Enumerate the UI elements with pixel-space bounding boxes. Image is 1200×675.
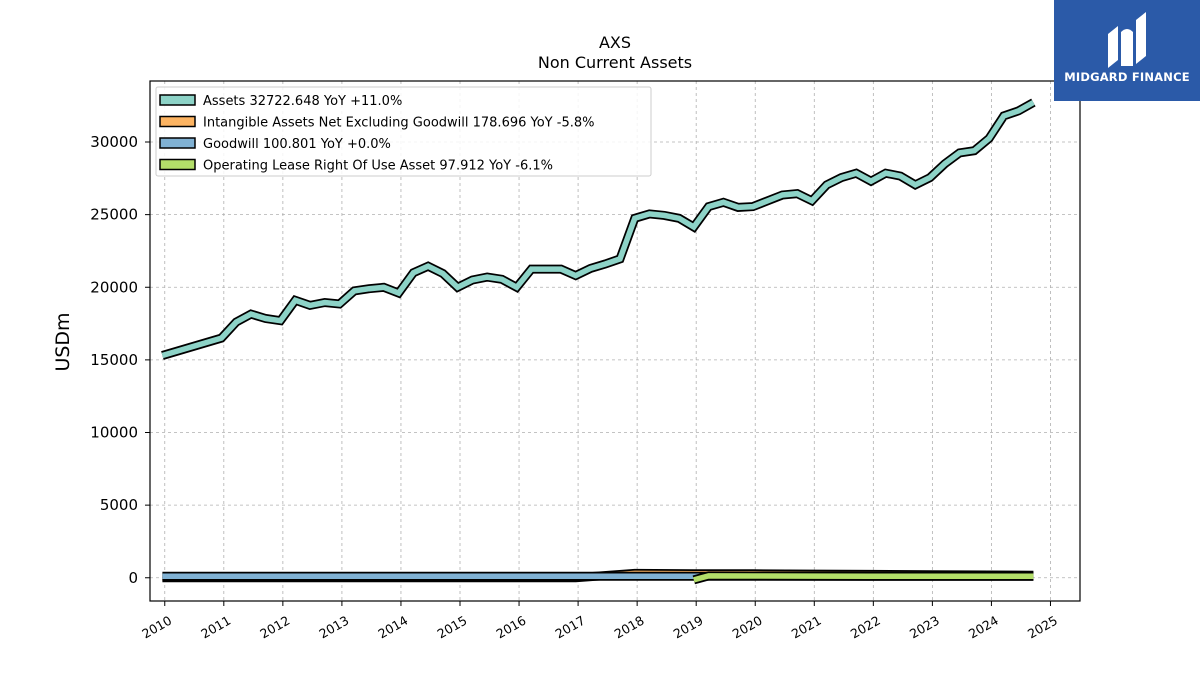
x-tick-label: 2018 [612, 613, 647, 642]
x-tick-label: 2013 [316, 613, 351, 642]
legend-entry: Assets 32722.648 YoY +11.0% [159, 94, 402, 109]
chart-subtitle: Non Current Assets [538, 53, 692, 72]
legend-label: Goodwill 100.801 YoY +0.0% [203, 137, 391, 152]
series-line [693, 573, 1034, 583]
y-tick-label: 20000 [90, 278, 138, 296]
x-tick-label: 2011 [198, 613, 233, 642]
x-tick-label: 2020 [730, 613, 765, 642]
legend-label: Assets 32722.648 YoY +11.0% [203, 94, 402, 109]
legend-swatch [159, 94, 196, 106]
y-tick-label: 0 [128, 569, 138, 587]
x-tick-label: 2010 [139, 613, 174, 642]
x-tick-label: 2025 [1025, 613, 1060, 642]
x-tick-label: 2015 [434, 613, 469, 642]
brand-logo: MIDGARD FINANCE [1054, 0, 1200, 101]
legend-box [155, 86, 652, 177]
legend-entry: Operating Lease Right Of Use Asset 97.91… [159, 158, 553, 174]
legend-swatch [159, 137, 196, 149]
x-tick-label: 2022 [848, 613, 883, 642]
x-tick-label: 2012 [257, 613, 292, 642]
x-tick-label: 2014 [375, 613, 410, 642]
series-layer [161, 98, 1036, 585]
y-tick-label: 30000 [90, 133, 138, 151]
series-0 [161, 98, 1036, 360]
brand-name: MIDGARD FINANCE [1064, 70, 1190, 84]
legend-label: Intangible Assets Net Excluding Goodwill… [203, 116, 594, 131]
y-axis: 0 5000 10000 15000 20000 25000 30000 [90, 133, 150, 587]
y-tick-label: 15000 [90, 351, 138, 369]
y-tick-label: 5000 [100, 496, 138, 514]
chart-title: AXS [599, 33, 631, 52]
y-tick-label: 10000 [90, 424, 138, 442]
legend-entry: Intangible Assets Net Excluding Goodwill… [159, 115, 594, 131]
y-tick-label: 25000 [90, 206, 138, 224]
x-tick-label: 2019 [671, 613, 706, 642]
legend-label: Operating Lease Right Of Use Asset 97.91… [203, 159, 553, 174]
midgard-logo-icon [1108, 12, 1146, 68]
legend-entry: Goodwill 100.801 YoY +0.0% [159, 137, 391, 152]
x-tick-label: 2016 [493, 613, 528, 642]
x-tick-label: 2017 [553, 613, 588, 642]
legend: Assets 32722.648 YoY +11.0% Intangible As… [155, 86, 652, 177]
legend-swatch [159, 158, 196, 171]
axes-frame [149, 80, 1081, 602]
y-axis-label: USDm [52, 312, 74, 371]
x-tick-label: 2021 [789, 613, 824, 642]
grid [150, 81, 1080, 601]
series-3 [692, 571, 1034, 585]
x-axis: 2010 2011 2012 2013 2014 2015 2016 2017 2018 2019… [139, 601, 1060, 642]
x-tick-label: 2024 [966, 613, 1001, 642]
series-line [161, 100, 1035, 359]
legend-swatch [159, 115, 196, 128]
x-tick-label: 2023 [907, 613, 942, 642]
